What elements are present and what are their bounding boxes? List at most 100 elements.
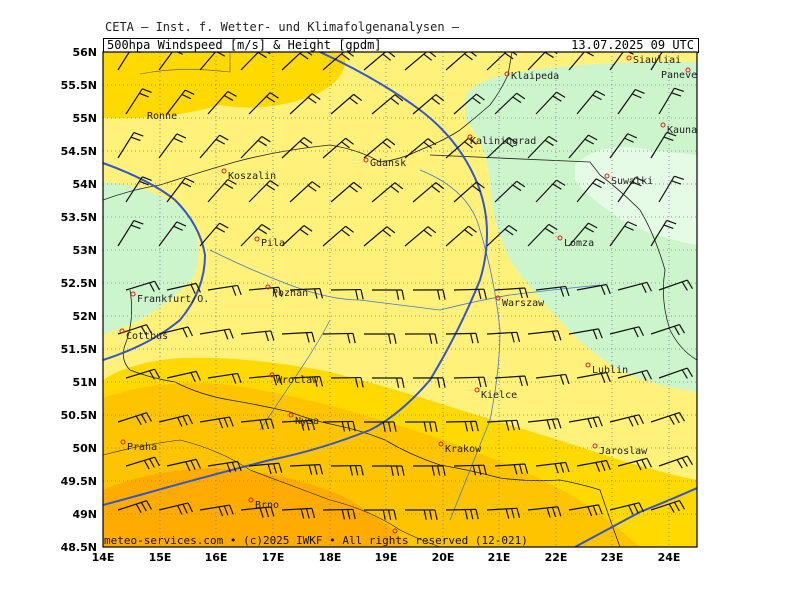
border-south bbox=[122, 289, 621, 547]
wind-barb-feather bbox=[231, 374, 237, 384]
height-contour-south-east bbox=[574, 487, 697, 547]
wind-barb-feather bbox=[319, 464, 324, 475]
wind-barb-feather bbox=[176, 133, 187, 139]
wind-barb-feather bbox=[505, 508, 510, 519]
wind-barb-feather bbox=[427, 138, 437, 146]
river-warta bbox=[209, 249, 601, 311]
wind-barb-feather bbox=[313, 464, 318, 475]
wind-barb-feather bbox=[218, 506, 224, 517]
wind-barb-feather bbox=[349, 185, 358, 193]
wind-barb-feather bbox=[628, 505, 634, 515]
wind-barb-feather bbox=[631, 93, 642, 99]
coastline bbox=[103, 52, 513, 201]
wind-barb-feather bbox=[313, 288, 318, 299]
wind-barb-feather bbox=[341, 141, 350, 149]
city-marker-lublin bbox=[585, 362, 591, 368]
wind-barb-feather bbox=[442, 289, 446, 300]
wind-barb-shaft bbox=[650, 52, 663, 71]
city-marker-cottbus bbox=[119, 328, 125, 334]
wind-barb-feather bbox=[382, 509, 386, 520]
wind-barb-feather bbox=[464, 509, 469, 520]
wind-barb-feather bbox=[390, 185, 400, 193]
wind-barb-feather bbox=[307, 96, 317, 104]
wind-barb-feather bbox=[352, 421, 356, 432]
wind-barb-feather bbox=[272, 375, 277, 386]
wind-barb-feather bbox=[518, 464, 523, 475]
wind-barb-feather bbox=[565, 462, 570, 473]
wind-barb-feather bbox=[518, 376, 523, 387]
wind-barb-feather bbox=[135, 415, 142, 426]
wind-barb-feather bbox=[483, 289, 487, 300]
wind-barb-feather bbox=[437, 289, 441, 300]
wind-barb-feather bbox=[394, 94, 404, 102]
wind-barb-feather bbox=[544, 139, 554, 147]
wind-barb-feather bbox=[674, 175, 684, 181]
wind-barb-feather bbox=[592, 505, 598, 516]
wind-zone-orange bbox=[103, 468, 410, 547]
wind-barb-feather bbox=[311, 332, 316, 343]
city-markers: Klaipeda Siauliai Panevezys Ronne Kalini… bbox=[119, 55, 697, 534]
wind-barb-feather bbox=[345, 225, 354, 233]
wind-barb-feather bbox=[628, 46, 637, 50]
wind-barb-feather bbox=[546, 507, 551, 518]
wind-barb-feather bbox=[353, 93, 363, 101]
wind-barb-feather bbox=[300, 420, 305, 431]
city-marker-poznan bbox=[265, 284, 271, 290]
wind-barb-feather bbox=[181, 93, 192, 100]
city-label-kaliningrad: Kaliningrad bbox=[470, 136, 536, 147]
lat-label: 53.5N bbox=[61, 211, 97, 224]
city-marker-wroclaw bbox=[269, 372, 275, 378]
wind-barb-feather bbox=[148, 370, 155, 380]
wind-barb-feather bbox=[516, 180, 526, 188]
wind-barb-feather bbox=[513, 464, 518, 475]
wind-barb-feather bbox=[154, 456, 161, 467]
wind-barb-feather bbox=[663, 224, 674, 230]
wind-barb-feather bbox=[176, 221, 187, 227]
wind-barb-feather bbox=[627, 221, 638, 227]
lon-label: 14E bbox=[92, 551, 115, 564]
wind-barb-feather bbox=[227, 178, 237, 185]
wind-barb-feather bbox=[673, 325, 680, 336]
wind-barb-feather bbox=[605, 460, 611, 470]
wind-barb-feather bbox=[299, 52, 309, 60]
wind-barb-feather bbox=[470, 509, 474, 520]
wind-barb-feather bbox=[360, 377, 364, 388]
wind-barb-feather bbox=[223, 329, 229, 340]
wind-barb-feather bbox=[434, 421, 438, 432]
wind-barb-feather bbox=[524, 463, 529, 474]
wind-barb-feather bbox=[264, 419, 270, 430]
city-label-lomza: Lomza bbox=[564, 238, 594, 249]
wind-barb-feather bbox=[678, 324, 686, 334]
wind-barb-feather bbox=[423, 141, 433, 149]
wind-barb-feather bbox=[182, 327, 188, 338]
wind-barb-feather bbox=[143, 460, 150, 470]
coastline-north bbox=[139, 52, 231, 75]
wind-barb-feather bbox=[177, 46, 186, 50]
river-oder bbox=[259, 319, 331, 431]
wind-barb-feather bbox=[265, 184, 276, 191]
wind-barb-feather bbox=[386, 138, 396, 146]
wind-barb-feather bbox=[671, 92, 682, 97]
wind-barb-feather bbox=[551, 331, 557, 342]
wind-barb-feather bbox=[261, 135, 271, 143]
wind-barb-feather bbox=[551, 419, 557, 430]
lat-label: 49N bbox=[72, 508, 97, 521]
wind-barb-feather bbox=[219, 134, 229, 141]
wind-barb-feather bbox=[673, 413, 680, 424]
wind-barb-feather bbox=[666, 131, 677, 137]
wind-barb-feather bbox=[269, 180, 279, 187]
wind-barb-feather bbox=[394, 182, 404, 190]
wind-barb-feather bbox=[382, 53, 392, 61]
wind-barb-feather bbox=[187, 414, 193, 425]
wind-barb-feather bbox=[352, 333, 356, 344]
wind-barb-feather bbox=[641, 283, 647, 293]
city-marker-krakow bbox=[438, 441, 444, 447]
wind-barb-feather bbox=[470, 421, 474, 432]
city-marker-warszaw bbox=[495, 295, 501, 301]
wind-barb-feather bbox=[257, 52, 267, 59]
wind-barb-feather bbox=[548, 223, 558, 231]
wind-barb-feather bbox=[272, 463, 277, 474]
wind-barb-feather bbox=[257, 227, 267, 235]
wind-barb-feather bbox=[146, 324, 153, 334]
wind-barb-shaft bbox=[527, 52, 547, 71]
